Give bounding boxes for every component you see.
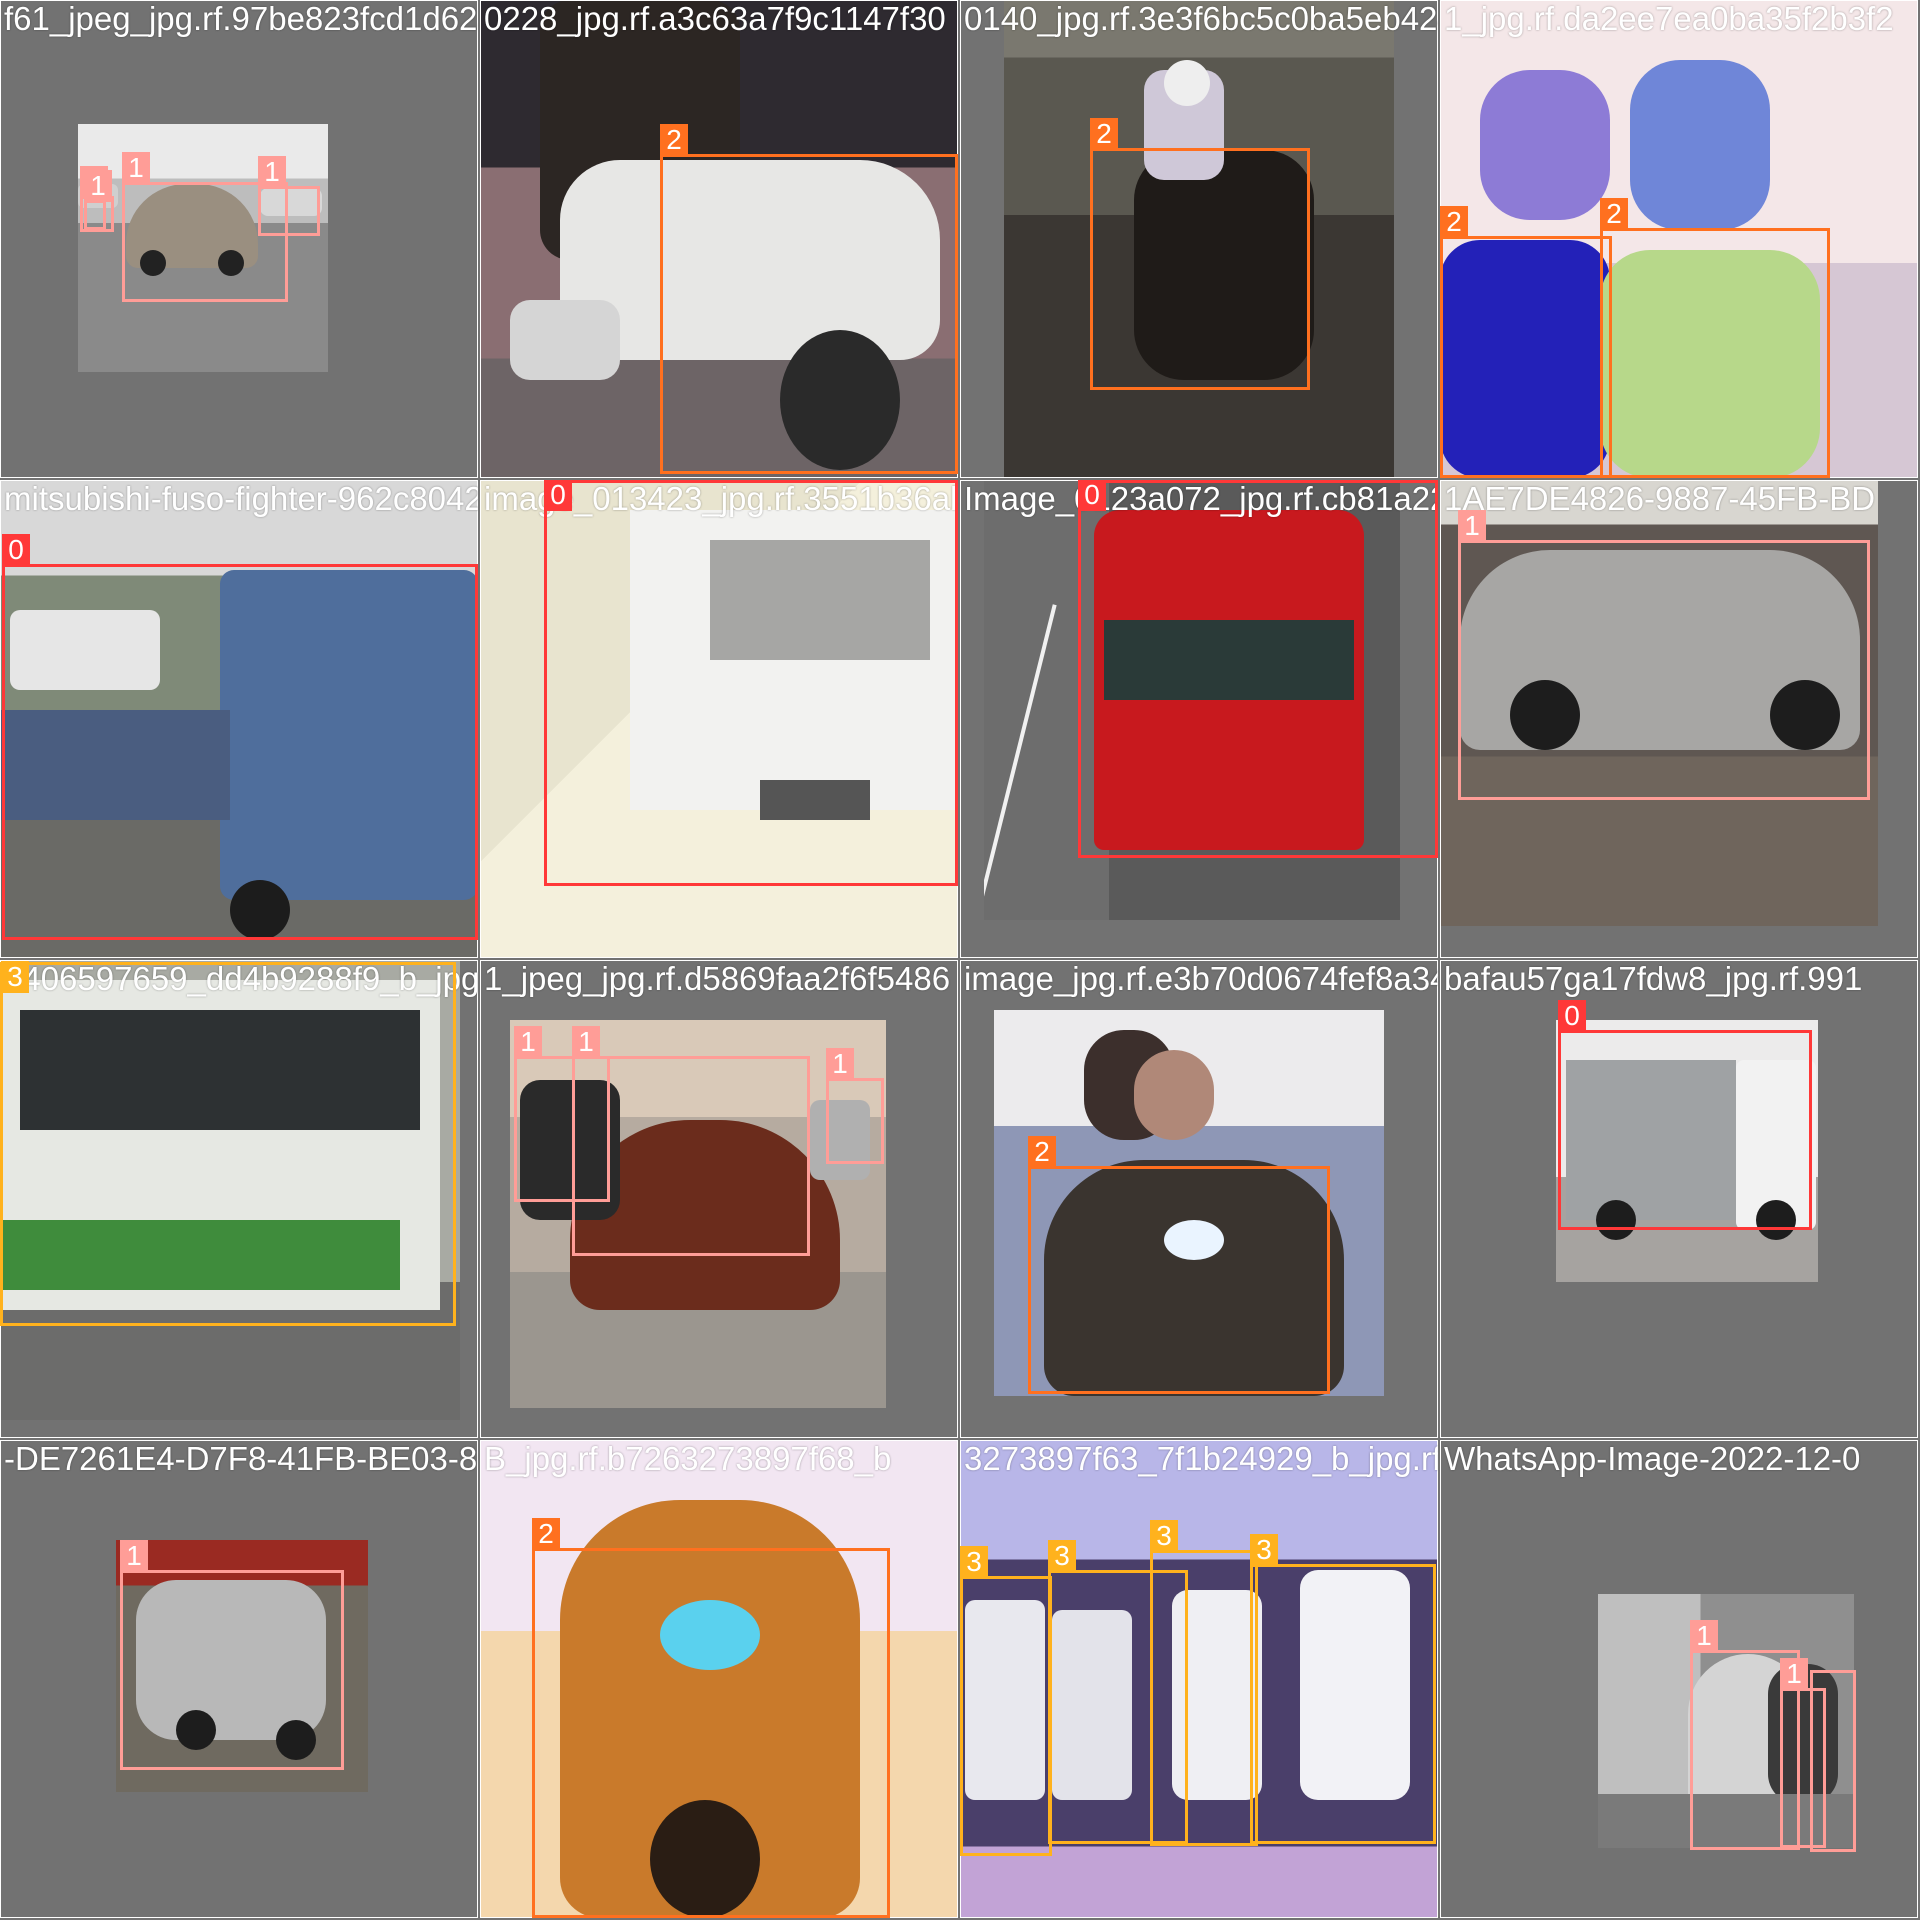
photo-silver-sedan [116, 1540, 368, 1792]
class-label: 0 [1078, 480, 1106, 511]
class-label: 3 [1, 961, 29, 993]
detection-box: 3 [0, 961, 456, 1326]
photo-blue-fuso [0, 480, 478, 958]
tile-filename: 0228_jpg.rf.a3c63a7f9c1147f30 [484, 0, 946, 37]
mosaic-tile: image_jpg.rf.e3b70d0674fef8a34b 2 [960, 960, 1438, 1438]
tile-filename: -DE7261E4-D7F8-41FB-BE03-8CADF0B2099B_jp… [4, 1440, 478, 1477]
class-label: 2 [1440, 206, 1468, 238]
mosaic-tile: image_013423_jpg.rf.3551b36ab0 0 [480, 480, 958, 958]
detection-box: 2 [1090, 118, 1310, 390]
detection-box: 2 [1440, 206, 1612, 478]
photo-red-truck [984, 480, 1400, 920]
mosaic-tile: B_jpg.rf.b7263273897f68_b 2 [480, 1440, 958, 1918]
mosaic-tile: -DE7261E4-D7F8-41FB-BE03-8CADF0B2099B_jp… [0, 1440, 478, 1918]
mosaic-tile: 1AE7DE4826-9887-45FB-BD 1 [1440, 480, 1918, 958]
detection-box: 2 [660, 124, 958, 474]
class-label: 1 [514, 1026, 542, 1058]
class-label: 3 [1250, 1534, 1278, 1566]
detection-box: 2 [1600, 198, 1830, 478]
tile-filename: Image_0123a072_jpg.rf.cb81a22ae [964, 480, 1438, 517]
detection-box: 1 [514, 1026, 610, 1202]
class-label: 1 [120, 1540, 148, 1572]
tile-filename: WhatsApp-Image-2022-12-0 [1444, 1440, 1861, 1477]
class-label: 1 [1690, 1620, 1718, 1652]
mosaic-tile: 1_jpeg_jpg.rf.d5869faa2f6f5486 1 1 1 [480, 960, 958, 1438]
tile-filename: bafau57ga17fdw8_jpg.rf.991 [1444, 960, 1863, 997]
tile-filename: B_jpg.rf.b7263273897f68_b [484, 1440, 892, 1477]
tile-filename: mitsubishi-fuso-fighter-962c80428e [4, 480, 478, 517]
detection-box: 1 [122, 152, 288, 302]
mosaic-tile: f61_jpeg_jpg.rf.97be823fcd1d6239bfd3295a… [0, 0, 478, 478]
detection-box: 1 [120, 1540, 344, 1770]
mosaic-tile: Image_0123a072_jpg.rf.cb81a22ae 0 [960, 480, 1438, 958]
detection-box: 1 [1458, 510, 1870, 800]
tile-filename: 5406597659_dd4b9288f9_b_jpg.rf.9 [4, 960, 478, 997]
detection-box: 3 [1048, 1540, 1188, 1844]
class-label: 2 [660, 124, 688, 156]
class-label: 0 [2, 534, 30, 566]
detection-box: 3 [1150, 1520, 1258, 1846]
detection-box: 1 [572, 1026, 810, 1256]
class-label: 1 [1780, 1658, 1808, 1690]
mosaic-tile: WhatsApp-Image-2022-12-0 1 1 1 [1440, 1440, 1918, 1918]
class-label: 2 [1600, 198, 1628, 230]
photo-motorbike [994, 1010, 1384, 1396]
class-label: 1 [258, 156, 286, 188]
detection-box: 2 [1028, 1136, 1330, 1394]
detection-box: 1 [1810, 1670, 1856, 1852]
photo-box-truck [1556, 1020, 1818, 1282]
class-label: 0 [544, 480, 572, 511]
mosaic-tile: 0228_jpg.rf.a3c63a7f9c1147f30 2 [480, 0, 958, 478]
photo-silver-hatchback [1440, 480, 1878, 926]
mosaic-tile: 1_jpg.rf.da2ee7ea0ba35f2b3f2 2 2 [1440, 0, 1918, 478]
photo-dark-scooter [1004, 0, 1394, 478]
detection-box: 1 [1780, 1658, 1826, 1848]
class-label: 3 [1048, 1540, 1076, 1572]
detection-box: 0 [2, 534, 478, 940]
detection-box: 2 [532, 1518, 890, 1918]
class-label: 1 [826, 1048, 854, 1080]
class-label: 2 [1028, 1136, 1056, 1168]
class-label: 1 [122, 152, 150, 184]
class-label: 1 [572, 1026, 600, 1058]
tile-filename: image_jpg.rf.e3b70d0674fef8a34b [964, 960, 1438, 997]
tile-filename: 1_jpeg_jpg.rf.d5869faa2f6f5486 [484, 960, 951, 997]
detection-box: 0 [544, 480, 958, 886]
tile-filename: 3273897f63_7f1b24929_b_jpg.rf.A [964, 1440, 1438, 1477]
detection-box: 3 [960, 1546, 1052, 1856]
photo-pixel-truck [480, 480, 958, 958]
photo-bus-row [960, 1440, 1438, 1918]
tile-filename: 0140_jpg.rf.3e3f6bc5c0ba5eb4246 [964, 0, 1438, 37]
detection-box: 1 [1690, 1620, 1800, 1850]
class-label: 3 [1150, 1520, 1178, 1552]
tile-filename: 1AE7DE4826-9887-45FB-BD [1444, 480, 1876, 517]
detection-box: 0 [1558, 1000, 1812, 1230]
mosaic-tile: 0140_jpg.rf.3e3f6bc5c0ba5eb4246 2 [960, 0, 1438, 478]
detection-box: 3 [1250, 1534, 1436, 1844]
photo-two-scooters [1440, 0, 1918, 478]
class-label: 1 [84, 170, 112, 202]
mosaic-tile: bafau57ga17fdw8_jpg.rf.991 0 [1440, 960, 1918, 1438]
class-label: 3 [960, 1546, 988, 1578]
photo-sportbike [480, 1440, 958, 1918]
photo-white-vespa [480, 0, 958, 478]
photo-bus [0, 960, 460, 1420]
class-label: 1 [1458, 510, 1486, 542]
tile-filename: 1_jpg.rf.da2ee7ea0ba35f2b3f2 [1444, 0, 1894, 37]
detection-box: 1 [84, 170, 112, 230]
class-label: 2 [532, 1518, 560, 1550]
mosaic-tile: 3273897f63_7f1b24929_b_jpg.rf.A 3 3 3 3 [960, 1440, 1438, 1918]
class-label: 2 [1090, 118, 1118, 150]
detection-box: 1 [826, 1048, 884, 1164]
detection-box: 0 [1078, 480, 1438, 858]
tile-filename: f61_jpeg_jpg.rf.97be823fcd1d6239bfd3295a… [4, 0, 478, 37]
detection-box: 1 [258, 156, 320, 236]
class-label: 0 [1558, 1000, 1586, 1032]
mosaic-tile: 5406597659_dd4b9288f9_b_jpg.rf.9 3 [0, 960, 478, 1438]
mosaic-tile: mitsubishi-fuso-fighter-962c80428e 0 [0, 480, 478, 958]
